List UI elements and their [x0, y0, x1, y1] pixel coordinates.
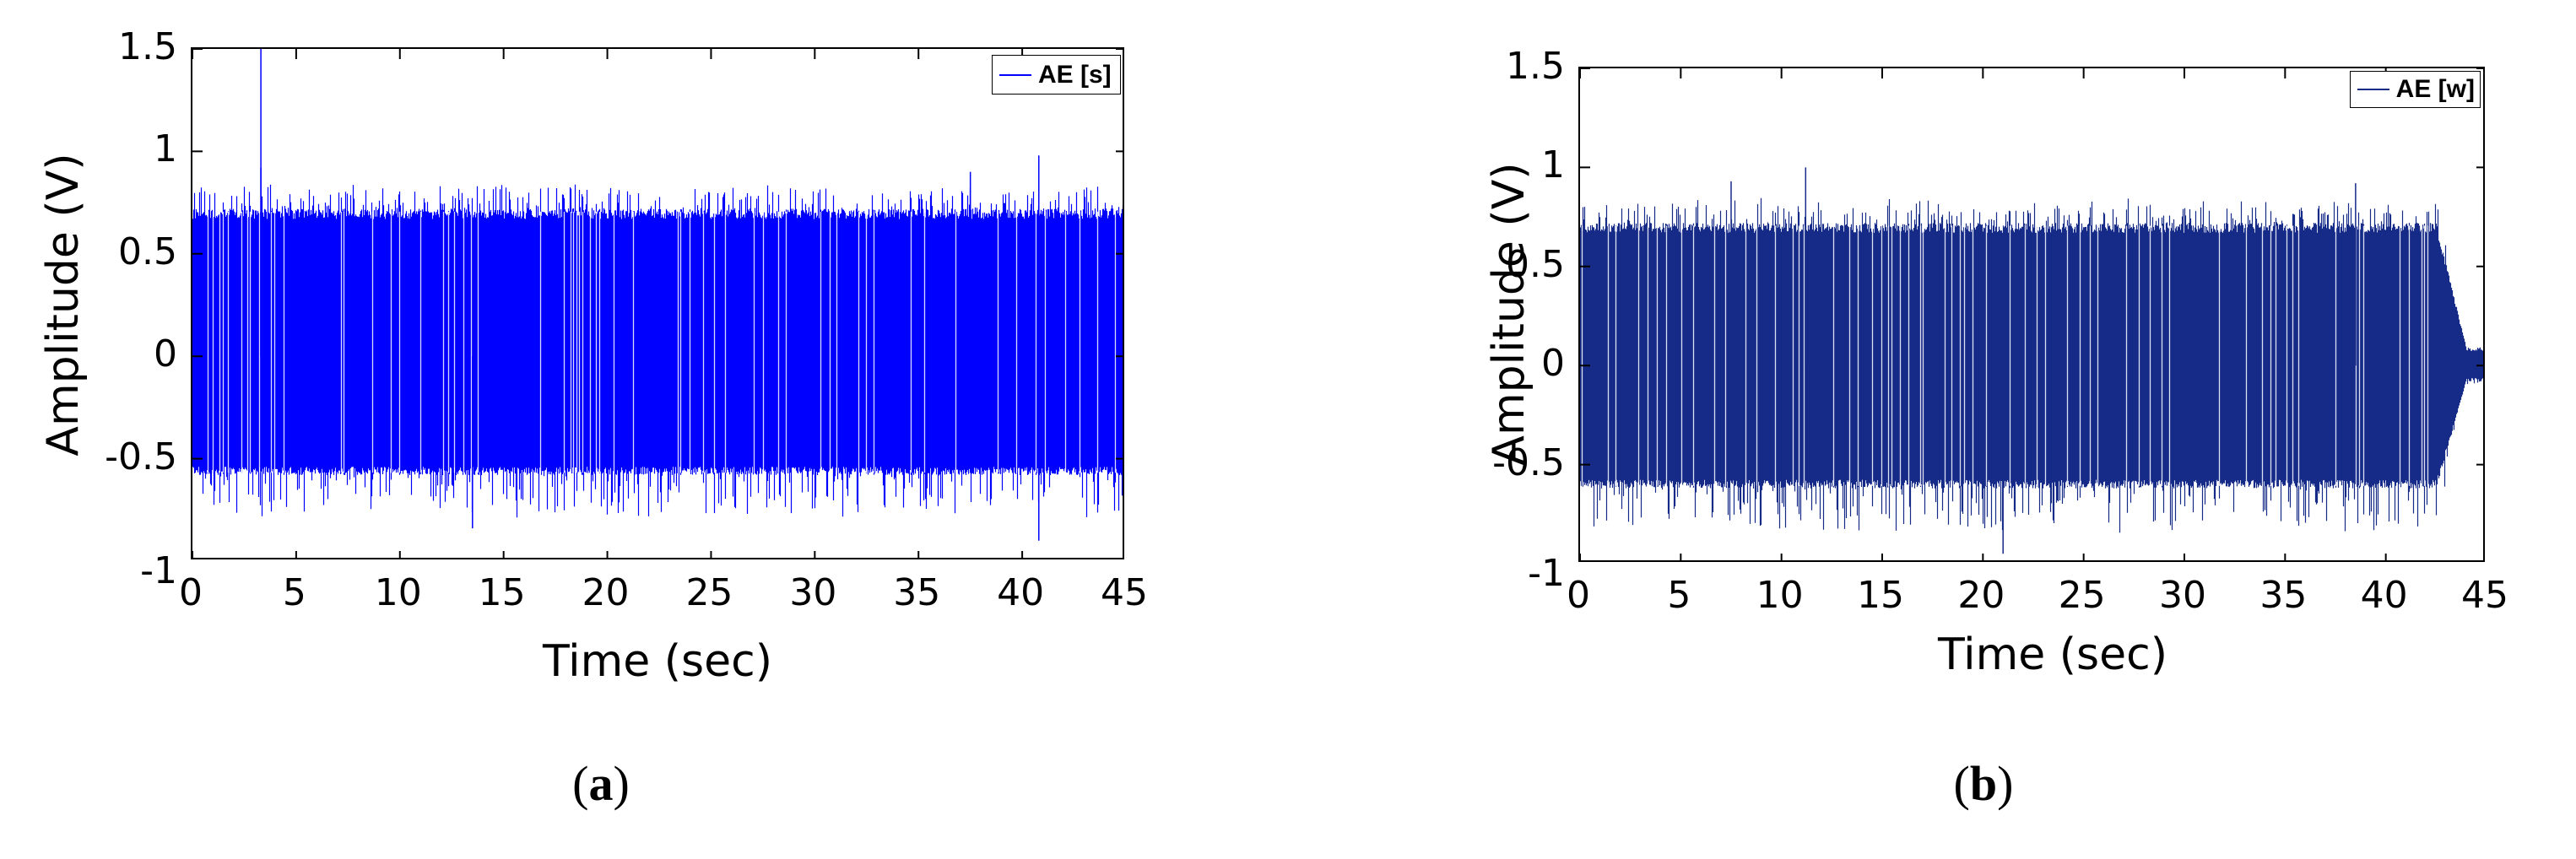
x-tick-label: 5 — [282, 571, 306, 614]
y-tick-label: 1.5 — [118, 25, 177, 68]
figure-caption-a: (a) — [572, 756, 630, 811]
x-tick-label: 35 — [893, 571, 941, 614]
y-tick-label: -0.5 — [105, 435, 177, 478]
y-tick-label: -1 — [1528, 552, 1565, 595]
y-tick-label: 0.5 — [1506, 242, 1565, 286]
waveform-b — [1580, 68, 2483, 560]
x-tick-label: 40 — [2360, 574, 2408, 617]
x-axis-label-b: Time (sec) — [1937, 629, 2168, 680]
legend-line-swatch-b — [2357, 89, 2389, 90]
y-tick-label: -1 — [140, 549, 177, 592]
y-tick-label: 0 — [154, 332, 177, 376]
y-tick-label: 1.5 — [1506, 45, 1565, 88]
x-tick-label: 20 — [1957, 574, 2005, 617]
x-tick-label: 40 — [997, 571, 1045, 614]
chart-panel-a: -1 -0.5 0 0.5 1 1.5 0 5 10 15 20 25 30 35 40 45 Amplit… — [38, 25, 1148, 811]
y-tick-label: 0.5 — [118, 230, 177, 273]
x-tick-label: 25 — [2058, 574, 2106, 617]
x-tick-label: 0 — [179, 571, 203, 614]
plot-area-b — [1578, 67, 2485, 562]
y-tick-label: 1 — [1541, 143, 1565, 187]
x-tick-label: 10 — [374, 571, 422, 614]
legend-a: AE [s] — [992, 55, 1121, 95]
waveform-a — [192, 49, 1123, 558]
legend-line-swatch-a — [999, 73, 1031, 76]
legend-label-b: AE [w] — [2395, 75, 2475, 103]
x-tick-label: 30 — [2159, 574, 2206, 617]
x-tick-label: 10 — [1756, 574, 1804, 617]
caption-letter-b: b — [1969, 756, 1998, 811]
x-tick-label: 15 — [1857, 574, 1904, 617]
x-tick-label: 5 — [1667, 574, 1691, 617]
legend-b: AE [w] — [2350, 71, 2481, 108]
y-axis-label-b: Amplitude (V) — [1484, 162, 1534, 466]
x-tick-label: 35 — [2259, 574, 2308, 617]
x-tick-label: 30 — [789, 571, 837, 614]
figure-caption-b: (b) — [1953, 756, 2014, 811]
x-tick-label: 25 — [685, 571, 733, 614]
y-tick-label: 0 — [1541, 342, 1565, 386]
x-tick-label: 15 — [478, 571, 526, 614]
legend-label-a: AE [s] — [1038, 60, 1112, 89]
y-tick-label: 1 — [154, 127, 177, 171]
x-tick-label: 45 — [2461, 574, 2508, 617]
caption-letter-a: a — [588, 756, 614, 811]
x-tick-label: 20 — [582, 571, 630, 614]
y-tick-label: -0.5 — [1492, 440, 1565, 484]
plot-area-a — [191, 47, 1124, 559]
x-tick-label: 0 — [1567, 574, 1590, 617]
x-axis-label-a: Time (sec) — [542, 636, 773, 687]
x-tick-label: 45 — [1101, 571, 1148, 614]
